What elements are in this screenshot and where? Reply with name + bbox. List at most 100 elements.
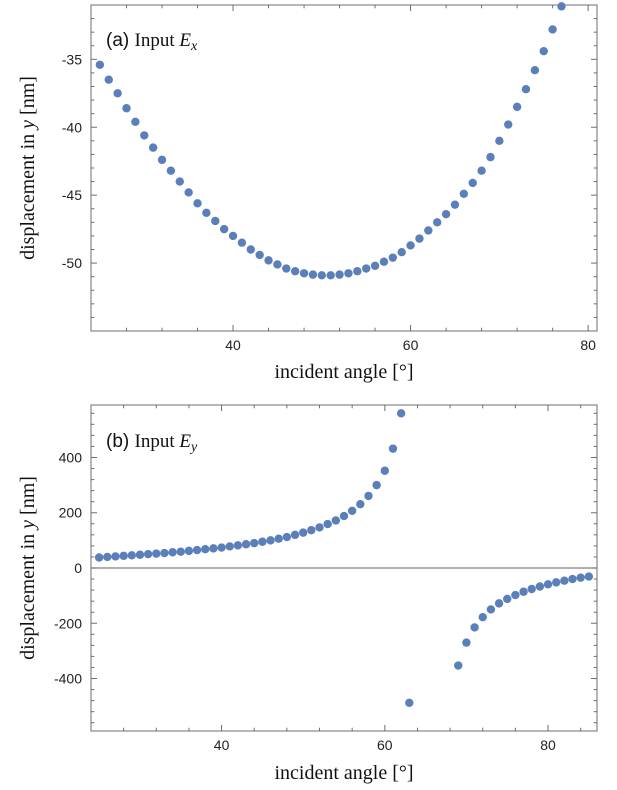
data-point bbox=[282, 532, 292, 542]
y-tick-label: -45 bbox=[62, 187, 82, 203]
data-point bbox=[274, 534, 283, 543]
data-point bbox=[331, 516, 341, 525]
x-tick-label: 40 bbox=[214, 737, 230, 753]
panel-tag: (a) bbox=[106, 30, 135, 51]
x-tick-label: 60 bbox=[403, 337, 419, 353]
data-point bbox=[237, 238, 247, 247]
x-tick-label: 80 bbox=[540, 737, 556, 753]
y-axis-label-text: displacement in bbox=[17, 129, 39, 260]
data-point bbox=[470, 623, 479, 632]
plot-frame bbox=[90, 4, 598, 332]
data-point bbox=[192, 545, 202, 555]
data-point bbox=[225, 542, 234, 551]
panel-b: 40 60 80 400 200 0 -200 -400 incident angle [°] d… bbox=[17, 404, 598, 784]
data-point bbox=[168, 548, 177, 557]
data-point bbox=[258, 537, 267, 546]
y-tick-label: -50 bbox=[62, 255, 82, 271]
data-point bbox=[255, 250, 264, 260]
data-point bbox=[372, 480, 381, 490]
data-point bbox=[535, 582, 545, 591]
data-point bbox=[307, 525, 316, 535]
data-point bbox=[122, 104, 131, 113]
y-tick-label: 200 bbox=[59, 505, 83, 521]
data-point bbox=[486, 152, 495, 162]
x-axis-label: incident angle [°] bbox=[274, 762, 413, 784]
panel-title-variable: E bbox=[178, 431, 191, 452]
data-point bbox=[551, 578, 561, 587]
data-point bbox=[95, 60, 105, 69]
data-point bbox=[157, 155, 167, 165]
data-point bbox=[193, 199, 202, 208]
data-point bbox=[250, 538, 259, 548]
data-point bbox=[298, 528, 308, 537]
data-point bbox=[127, 551, 137, 560]
data-point bbox=[282, 264, 291, 273]
data-point bbox=[160, 548, 169, 558]
x-axis-label: incident angle [°] bbox=[274, 361, 413, 383]
data-point bbox=[543, 580, 553, 589]
data-point bbox=[495, 136, 504, 146]
data-point bbox=[433, 218, 442, 227]
data-point bbox=[477, 166, 486, 175]
data-point bbox=[103, 552, 112, 562]
data-point bbox=[530, 66, 540, 75]
y-axis-label-variable: y bbox=[17, 120, 39, 131]
data-point bbox=[388, 444, 398, 453]
data-point bbox=[539, 46, 548, 56]
data-point bbox=[264, 256, 273, 265]
data-point bbox=[406, 241, 415, 250]
data-point bbox=[519, 587, 528, 596]
data-point bbox=[135, 550, 145, 559]
data-point bbox=[175, 177, 184, 186]
x-tick-label: 80 bbox=[580, 337, 596, 353]
data-point bbox=[266, 536, 275, 545]
data-point bbox=[459, 189, 469, 199]
data-point bbox=[521, 85, 531, 94]
data-point bbox=[584, 572, 594, 581]
data-point bbox=[388, 253, 398, 262]
x-tick-label: 40 bbox=[225, 337, 241, 353]
data-point bbox=[211, 216, 220, 226]
data-point bbox=[370, 261, 380, 270]
panel-title: (b) Input Ey bbox=[106, 431, 198, 455]
data-point bbox=[468, 178, 477, 188]
data-point bbox=[143, 549, 153, 559]
data-point bbox=[202, 208, 211, 218]
panel-title-subscript: y bbox=[189, 440, 198, 455]
data-point bbox=[339, 511, 349, 521]
y-tick-label: -35 bbox=[62, 51, 82, 67]
data-point bbox=[397, 248, 406, 257]
panel-title: (a) Input Ex bbox=[106, 30, 198, 54]
data-point bbox=[140, 131, 149, 140]
y-tick-label: -40 bbox=[62, 119, 82, 135]
data-point bbox=[308, 270, 318, 279]
data-point bbox=[347, 506, 357, 516]
data-point bbox=[512, 102, 522, 112]
data-point bbox=[380, 466, 390, 475]
data-point bbox=[111, 552, 120, 561]
panel-title-variable: E bbox=[178, 30, 191, 51]
data-point bbox=[219, 224, 229, 234]
data-point bbox=[326, 271, 335, 280]
y-tick-label: 400 bbox=[59, 449, 83, 465]
data-point bbox=[241, 540, 251, 549]
data-point bbox=[441, 209, 451, 219]
panel-title-word: Input bbox=[135, 431, 180, 452]
data-point bbox=[405, 698, 414, 708]
data-point bbox=[217, 543, 226, 552]
data-point bbox=[396, 409, 406, 418]
data-point bbox=[299, 269, 309, 278]
data-point bbox=[113, 89, 122, 98]
data-point bbox=[424, 226, 433, 235]
data-point bbox=[209, 544, 218, 553]
data-point bbox=[560, 576, 569, 585]
data-point bbox=[450, 200, 460, 209]
data-point bbox=[454, 661, 463, 670]
data-point bbox=[344, 269, 353, 278]
panel-a: 40 60 80 -35 -40 -45 -50 incident angle [°] disp… bbox=[17, 2, 598, 383]
data-point bbox=[361, 264, 371, 273]
data-point bbox=[233, 541, 243, 550]
y-tick-label: -200 bbox=[54, 615, 82, 631]
